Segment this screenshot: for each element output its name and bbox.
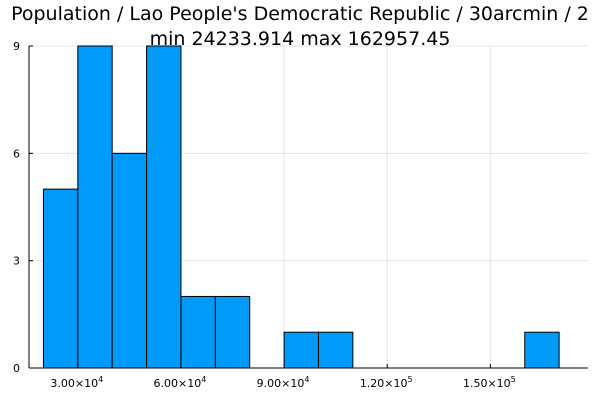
y-tick-label-1: 3 [13,255,20,268]
histogram-bar-5 [214,295,251,369]
chart-title-line-1: Population / Lao People's Democratic Rep… [11,3,589,25]
chart-title-line-2: min 24233.914 max 162957.45 [150,28,451,50]
histogram-bar-2 [111,152,148,369]
histogram-bar-4 [180,295,216,369]
x-tick-label-4: 1.50×105 [463,375,516,390]
x-tick-label-1: 6.00×104 [154,375,207,390]
x-tick-labels: 3.00×104 6.00×104 9.00×104 1.20×105 1.50×105 [50,375,515,390]
y-tick-labels: 0 3 6 9 [13,40,20,375]
histogram-bar-14 [524,331,560,369]
histogram-bar-3 [146,45,182,369]
bars [42,45,560,369]
histogram-bar-8 [317,331,354,369]
y-tick-label-2: 6 [13,147,20,160]
x-tick-label-2: 9.00×104 [257,375,310,390]
x-tick-label-0: 3.00×104 [50,375,103,390]
y-tick-label-3: 9 [13,40,20,53]
histogram-bar-0 [42,188,79,369]
histogram-bar-1 [77,45,113,369]
y-tick-label-0: 0 [13,362,20,375]
axes [28,45,588,369]
x-tick-label-3: 1.20×105 [360,375,413,390]
histogram-bar-7 [283,331,319,369]
